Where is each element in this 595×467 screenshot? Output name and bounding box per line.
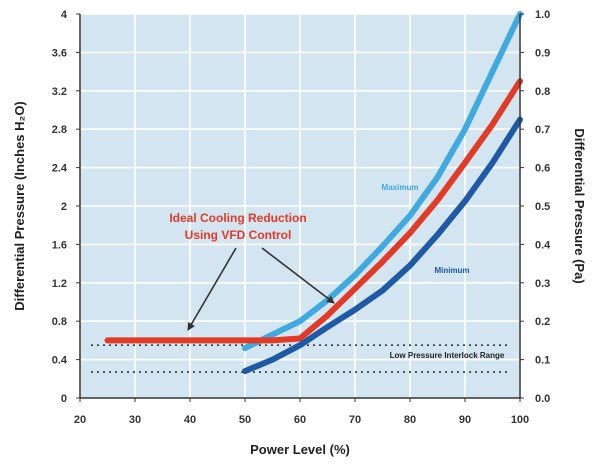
y-left-tick-label-2: 0.8: [52, 316, 67, 328]
y-right-tick-label-8: 0.8: [535, 86, 550, 98]
x-tick-label-4: 60: [294, 414, 306, 426]
y-axis-title-left: Differential Pressure (Inches H₂O): [12, 101, 27, 311]
annotation-ideal-line1: Ideal Cooling Reduction: [169, 211, 306, 225]
y-left-tick-label-10: 4: [61, 9, 68, 21]
x-tick-label-3: 50: [239, 414, 251, 426]
y-right-tick-label-7: 0.7: [535, 124, 550, 136]
annotation-minimum: Minimum: [434, 266, 469, 275]
y-right-tick-label-10: 1.0: [535, 9, 550, 21]
y-left-tick-label-4: 1.6: [52, 239, 67, 251]
y-left-tick-label-9: 3.6: [52, 47, 67, 59]
annotation-low-pressure: Low Pressure Interlock Range: [390, 351, 505, 360]
x-tick-label-0: 20: [74, 414, 86, 426]
tick-labels: 20 30 40 50 60 70 80 90 100 0 0.4 0.8 1.2 1.6 2 2.4 2.8 3…: [52, 9, 551, 426]
reference-lines: [91, 344, 509, 373]
y-right-tick-label-5: 0.5: [535, 201, 550, 213]
y-left-tick-label-3: 1.2: [52, 278, 67, 290]
y-left-tick-label-6: 2.4: [52, 163, 68, 175]
x-tick-label-5: 70: [349, 414, 361, 426]
x-tick-label-8: 100: [511, 414, 529, 426]
annotation-arrows: [187, 247, 335, 331]
y-left-tick-label-8: 3.2: [52, 86, 67, 98]
y-right-tick-label-9: 0.9: [535, 47, 550, 59]
arrow-ideal-right: [261, 247, 335, 304]
annotation-maximum: Maximum: [382, 183, 419, 192]
y-right-tick-label-4: 0.4: [535, 239, 551, 251]
y-right-tick-label-2: 0.2: [535, 316, 550, 328]
y-left-tick-label-1: 0.4: [52, 355, 68, 367]
arrow-ideal-left: [187, 247, 237, 331]
y-right-tick-label-6: 0.6: [535, 163, 550, 175]
y-right-tick-label-0: 0.0: [535, 393, 550, 405]
x-tick-label-6: 80: [404, 414, 416, 426]
y-left-tick-label-0: 0: [61, 393, 67, 405]
x-tick-label-2: 40: [184, 414, 196, 426]
annotations: Ideal Cooling Reduction Using VFD Contro…: [169, 183, 505, 360]
y-left-tick-label-5: 2: [61, 201, 67, 213]
y-right-tick-label-1: 0.1: [535, 355, 550, 367]
annotation-ideal-line2: Using VFD Control: [185, 228, 292, 242]
series-line-2: [242, 116, 523, 375]
y-left-tick-label-7: 2.8: [52, 124, 67, 136]
y-axis-title-right: Differential Pressure (Pa): [572, 128, 587, 283]
series-line-1: [104, 78, 523, 344]
x-tick-label-7: 90: [459, 414, 471, 426]
y-right-tick-label-3: 0.3: [535, 278, 550, 290]
series-lines: [104, 11, 523, 375]
x-tick-label-1: 30: [129, 414, 141, 426]
x-axis-title: Power Level (%): [250, 442, 350, 457]
series-line-0: [242, 11, 523, 352]
